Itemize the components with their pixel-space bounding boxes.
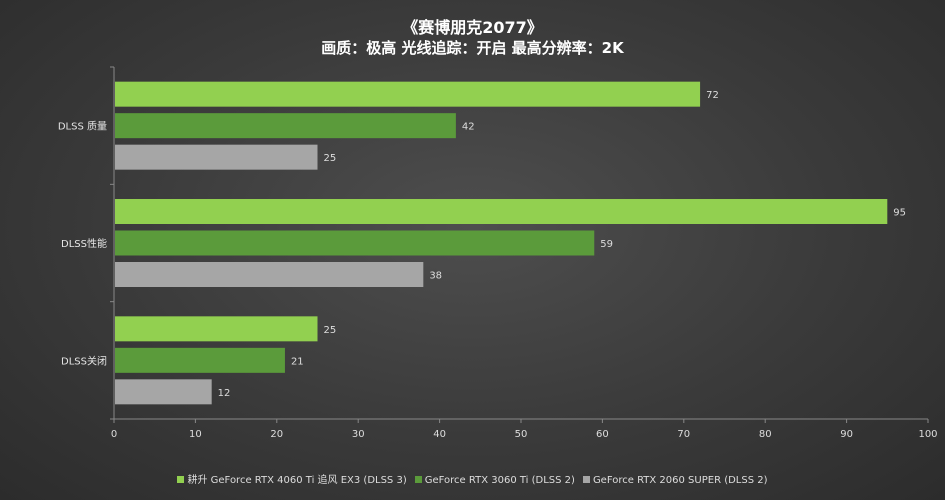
x-tick-label: 70 bbox=[677, 429, 690, 440]
legend-swatch bbox=[414, 476, 422, 483]
x-tick-label: 100 bbox=[918, 429, 937, 440]
x-tick-label: 90 bbox=[840, 429, 853, 440]
x-tick-label: 0 bbox=[111, 429, 117, 440]
x-tick-label: 30 bbox=[352, 429, 365, 440]
legend: 耕升 GeForce RTX 4060 Ti 追风 EX3 (DLSS 3) Ge… bbox=[0, 471, 945, 486]
bar bbox=[115, 379, 212, 405]
x-tick-label: 50 bbox=[515, 429, 528, 440]
bar bbox=[115, 347, 285, 373]
data-label: 25 bbox=[324, 325, 337, 336]
legend-label: GeForce RTX 3060 Ti (DLSS 2) bbox=[424, 475, 575, 486]
legend-label: GeForce RTX 2060 SUPER (DLSS 2) bbox=[592, 475, 768, 486]
legend-swatch bbox=[582, 476, 590, 483]
data-label: 42 bbox=[462, 122, 475, 133]
bar bbox=[115, 262, 424, 287]
category-label: DLSS关闭 bbox=[61, 354, 107, 367]
bar bbox=[115, 144, 318, 170]
data-label: 72 bbox=[706, 90, 719, 101]
data-label: 95 bbox=[893, 208, 906, 219]
data-label: 21 bbox=[291, 356, 304, 367]
data-label: 59 bbox=[600, 239, 613, 250]
bar bbox=[115, 113, 456, 139]
x-tick-label: 20 bbox=[270, 429, 283, 440]
data-label: 12 bbox=[218, 388, 231, 399]
legend-swatch bbox=[177, 476, 185, 483]
bar bbox=[115, 316, 318, 342]
bar bbox=[115, 81, 701, 107]
legend-item: GeForce RTX 2060 SUPER (DLSS 2) bbox=[582, 475, 768, 486]
legend-label: 耕升 GeForce RTX 4060 Ti 追风 EX3 (DLSS 3) bbox=[187, 475, 407, 486]
x-tick-label: 60 bbox=[596, 429, 609, 440]
legend-item: GeForce RTX 3060 Ti (DLSS 2) bbox=[414, 475, 575, 486]
x-tick-label: 40 bbox=[433, 429, 446, 440]
bar bbox=[115, 230, 595, 256]
chart-title: 《赛博朋克2077》 bbox=[402, 18, 543, 37]
x-tick-label: 10 bbox=[189, 429, 202, 440]
legend-item: 耕升 GeForce RTX 4060 Ti 追风 EX3 (DLSS 3) bbox=[177, 475, 407, 486]
chart-subtitle: 画质：极高 光线追踪：开启 最高分辨率：2K bbox=[321, 39, 624, 57]
category-label: DLSS性能 bbox=[61, 237, 107, 250]
data-label: 25 bbox=[324, 153, 337, 164]
x-tick-label: 80 bbox=[759, 429, 772, 440]
bar bbox=[115, 199, 888, 224]
category-label: DLSS 质量 bbox=[58, 121, 107, 133]
data-label: 38 bbox=[429, 271, 442, 282]
